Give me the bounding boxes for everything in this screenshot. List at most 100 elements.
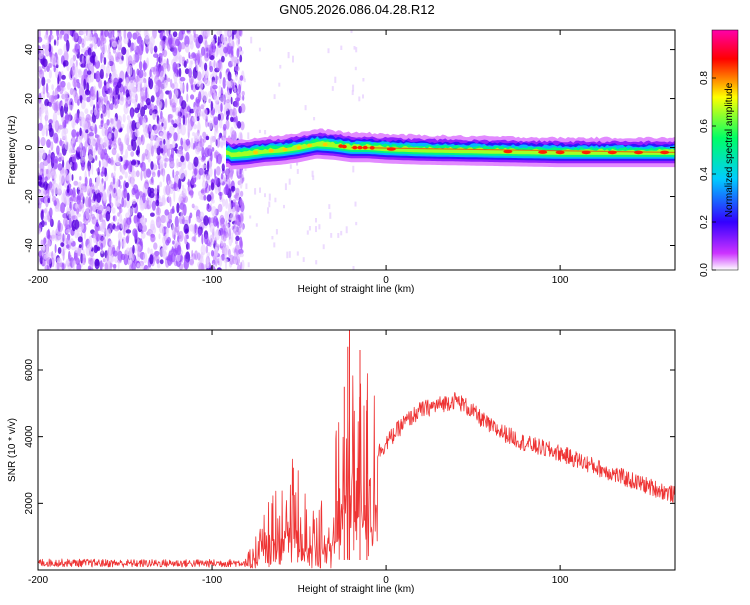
noise-speck (177, 150, 184, 155)
noise-speck (101, 159, 107, 167)
noise-speck (179, 76, 186, 82)
noise-speck (157, 120, 160, 131)
noise-speck (92, 204, 97, 213)
noise-speck (82, 185, 86, 192)
noise-speck (198, 262, 204, 270)
noise-speck (171, 83, 175, 90)
noise-speck (145, 98, 151, 106)
noise-speck (57, 219, 61, 232)
noise-speck (90, 93, 96, 101)
noise-speck (178, 230, 184, 242)
noise-speck (210, 182, 215, 191)
noise-speck (113, 77, 119, 86)
noise-speck (100, 98, 104, 106)
noise-speck (49, 207, 53, 218)
noise-speck (200, 104, 205, 110)
noise-speck (74, 229, 79, 239)
noise-speck (39, 161, 45, 172)
noise-speck (104, 180, 106, 190)
noise-speck (213, 92, 217, 101)
noise-speck (59, 172, 65, 185)
noise-speck (52, 111, 58, 124)
noise-speck (187, 123, 192, 133)
noise-speck (201, 187, 206, 196)
noise-speck (95, 70, 101, 83)
noise-speck (183, 60, 187, 68)
noise-speck (175, 176, 179, 184)
noise-speck (45, 168, 49, 175)
noise-speck (103, 80, 107, 86)
noise-speck (64, 98, 69, 108)
noise-speck (59, 32, 63, 39)
noise-speck (193, 106, 196, 113)
noise-speck (125, 236, 128, 243)
noise-speck (235, 239, 238, 245)
top-x-axis-label: Height of straight line (km) (298, 284, 415, 295)
noise-speck (130, 108, 134, 119)
noise-speck (224, 30, 228, 38)
noise-speck (354, 66, 357, 71)
noise-speck (63, 127, 69, 135)
noise-speck (334, 76, 337, 83)
noise-speck (125, 229, 132, 234)
noise-speck (88, 257, 93, 262)
noise-speck (107, 89, 113, 96)
noise-speck (184, 234, 188, 245)
noise-speck (90, 109, 93, 115)
noise-speck (114, 255, 119, 264)
noise-speck (120, 123, 125, 129)
noise-speck (77, 146, 81, 153)
noise-speck (222, 198, 226, 207)
noise-speck (94, 258, 100, 270)
noise-speck (221, 163, 225, 172)
noise-speck (210, 100, 213, 111)
noise-speck (254, 188, 257, 195)
noise-speck (197, 49, 201, 61)
noise-speck (94, 182, 99, 188)
noise-speck (71, 129, 77, 138)
noise-speck (245, 183, 248, 190)
noise-speck (107, 157, 112, 164)
noise-speck (96, 90, 99, 103)
noise-speck (220, 173, 224, 180)
noise-speck (86, 75, 92, 85)
noise-speck (76, 132, 79, 140)
noise-speck (191, 203, 195, 209)
noise-speck (176, 202, 180, 214)
noise-speck (79, 95, 83, 104)
noise-speck (220, 236, 224, 247)
noise-speck (145, 87, 148, 99)
noise-speck (133, 42, 137, 51)
noise-speck (125, 149, 128, 159)
noise-speck (41, 245, 46, 251)
noise-speck (231, 31, 235, 40)
noise-speck (52, 153, 55, 164)
noise-speck (235, 73, 238, 81)
noise-speck (255, 223, 258, 227)
noise-speck (128, 164, 133, 175)
noise-speck (137, 212, 142, 219)
noise-speck (306, 230, 309, 235)
noise-speck (122, 240, 126, 249)
noise-speck (135, 93, 138, 103)
noise-speck (239, 54, 243, 63)
noise-speck (217, 101, 220, 114)
noise-speck (234, 244, 240, 256)
noise-speck (213, 116, 219, 126)
noise-speck (162, 243, 166, 250)
noise-speck (224, 250, 227, 262)
noise-speck (109, 240, 113, 247)
noise-speck (146, 143, 151, 151)
noise-speck (149, 36, 155, 47)
noise-speck (241, 169, 244, 179)
noise-speck (84, 108, 89, 115)
colorbar: 0.0 0.2 0.4 0.6 0.8 Normalized spectral ampl… (699, 29, 739, 277)
noise-speck (102, 258, 106, 263)
noise-speck (181, 56, 185, 62)
noise-speck (56, 30, 60, 37)
noise-speck (189, 108, 195, 114)
noise-speck (136, 36, 143, 45)
noise-speck (171, 119, 175, 126)
noise-speck (60, 242, 65, 248)
noise-speck (193, 30, 196, 35)
